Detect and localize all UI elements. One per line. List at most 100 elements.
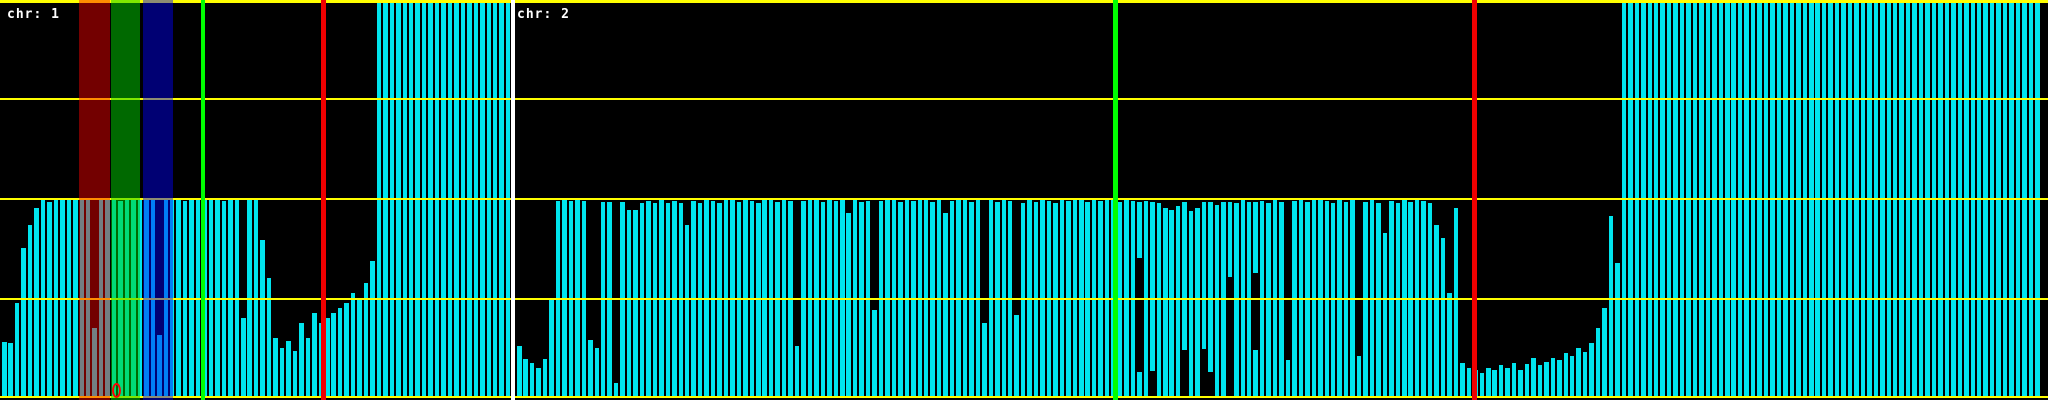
coverage-bar xyxy=(684,225,690,398)
coverage-bar xyxy=(279,348,285,398)
highlight-band-blue xyxy=(143,0,173,400)
coverage-bar xyxy=(241,318,246,398)
coverage-bar xyxy=(652,203,658,398)
coverage-bar xyxy=(1518,370,1523,398)
coverage-bar xyxy=(633,210,638,398)
coverage-bar xyxy=(536,368,541,398)
coverage-bar xyxy=(1234,203,1239,398)
coverage-bar xyxy=(1544,362,1549,398)
coverage-bar xyxy=(1395,203,1401,398)
coverage-bar xyxy=(1608,216,1614,398)
coverage-bar xyxy=(613,383,619,398)
grid-line xyxy=(0,98,2048,100)
green-marker-line-chr2 xyxy=(1113,0,1118,400)
coverage-bar xyxy=(1330,203,1336,398)
coverage-bar xyxy=(1227,202,1233,277)
coverage-bar xyxy=(1188,211,1194,398)
coverage-bar xyxy=(549,298,554,398)
coverage-bar xyxy=(1175,206,1181,398)
coverage-bar xyxy=(1182,202,1187,350)
coverage-bar xyxy=(1537,365,1543,398)
highlight-band-red xyxy=(79,0,110,400)
coverage-bar xyxy=(600,202,606,398)
coverage-bar xyxy=(325,318,330,398)
coverage-bar xyxy=(697,203,703,398)
coverage-bar xyxy=(14,303,20,398)
grid-line xyxy=(0,198,2048,200)
coverage-bar xyxy=(620,202,625,398)
coverage-bar xyxy=(1253,350,1258,398)
coverage-bar xyxy=(588,340,593,398)
coverage-bar xyxy=(717,203,722,398)
coverage-bar xyxy=(982,323,987,398)
coverage-bar xyxy=(363,283,369,398)
coverage-bar xyxy=(1195,208,1200,398)
coverage-bar xyxy=(1550,358,1556,398)
coverage-bar xyxy=(27,225,33,398)
coverage-bar xyxy=(542,359,548,398)
coverage-bar xyxy=(1563,353,1569,398)
coverage-bar xyxy=(1285,360,1291,398)
coverage-bar xyxy=(1343,202,1349,398)
coverage-bar xyxy=(1492,370,1497,398)
highlight-band-green xyxy=(111,0,140,400)
coverage-bar xyxy=(2,342,7,398)
chr1-label: chr: 1 xyxy=(7,7,60,22)
coverage-bar xyxy=(1014,315,1019,398)
coverage-bar xyxy=(1498,365,1504,398)
coverage-bar xyxy=(756,203,761,398)
panel-divider xyxy=(511,0,515,400)
coverage-bar xyxy=(357,298,362,398)
coverage-bar xyxy=(1382,233,1388,398)
coverage-bar xyxy=(1117,202,1123,398)
coverage-bar xyxy=(344,303,349,398)
chr2-label: chr: 2 xyxy=(517,7,570,22)
coverage-bar xyxy=(1020,203,1026,398)
coverage-bar xyxy=(1085,202,1090,398)
coverage-bar xyxy=(1589,343,1594,398)
coverage-bar xyxy=(930,202,935,398)
coverage-bar xyxy=(1511,363,1517,398)
coverage-bar xyxy=(943,213,948,398)
coverage-bar xyxy=(299,323,304,398)
coverage-bar xyxy=(626,210,632,398)
coverage-bar xyxy=(1053,203,1058,398)
coverage-bar xyxy=(1440,238,1446,398)
coverage-bar xyxy=(898,202,903,398)
coverage-bar xyxy=(1569,356,1575,398)
coverage-bar xyxy=(995,202,1000,398)
coverage-bar xyxy=(607,202,612,398)
coverage-bar xyxy=(1137,372,1142,398)
coverage-bar xyxy=(305,338,311,398)
coverage-bar xyxy=(34,208,39,398)
coverage-bar xyxy=(1163,208,1168,398)
coverage-bar xyxy=(1531,358,1536,398)
coverage-bar xyxy=(523,359,528,398)
coverage-bar xyxy=(286,341,291,398)
coverage-bar xyxy=(529,363,535,398)
coverage-bar xyxy=(1137,202,1142,258)
coverage-bar xyxy=(1479,373,1485,398)
coverage-bar xyxy=(775,202,780,398)
coverage-bar xyxy=(157,335,162,398)
coverage-bar xyxy=(266,278,272,398)
coverage-bar xyxy=(1363,202,1368,398)
coverage-bar xyxy=(872,310,877,398)
top-border xyxy=(0,0,2048,3)
coverage-bar xyxy=(292,351,298,398)
coverage-bar xyxy=(1582,352,1588,398)
coverage-bar xyxy=(1169,210,1174,398)
red-marker-line-chr2 xyxy=(1472,0,1477,400)
coverage-bar xyxy=(736,202,742,398)
coverage-bar xyxy=(331,313,336,398)
bottom-border xyxy=(0,396,2048,398)
coverage-bar xyxy=(350,293,356,398)
coverage-bar xyxy=(1615,263,1620,398)
coverage-bar xyxy=(1150,202,1155,371)
coverage-bar xyxy=(678,203,683,398)
coverage-bar xyxy=(1447,293,1452,398)
coverage-bar xyxy=(794,346,800,398)
coverage-bar xyxy=(665,203,671,398)
coverage-bar xyxy=(1595,328,1601,398)
